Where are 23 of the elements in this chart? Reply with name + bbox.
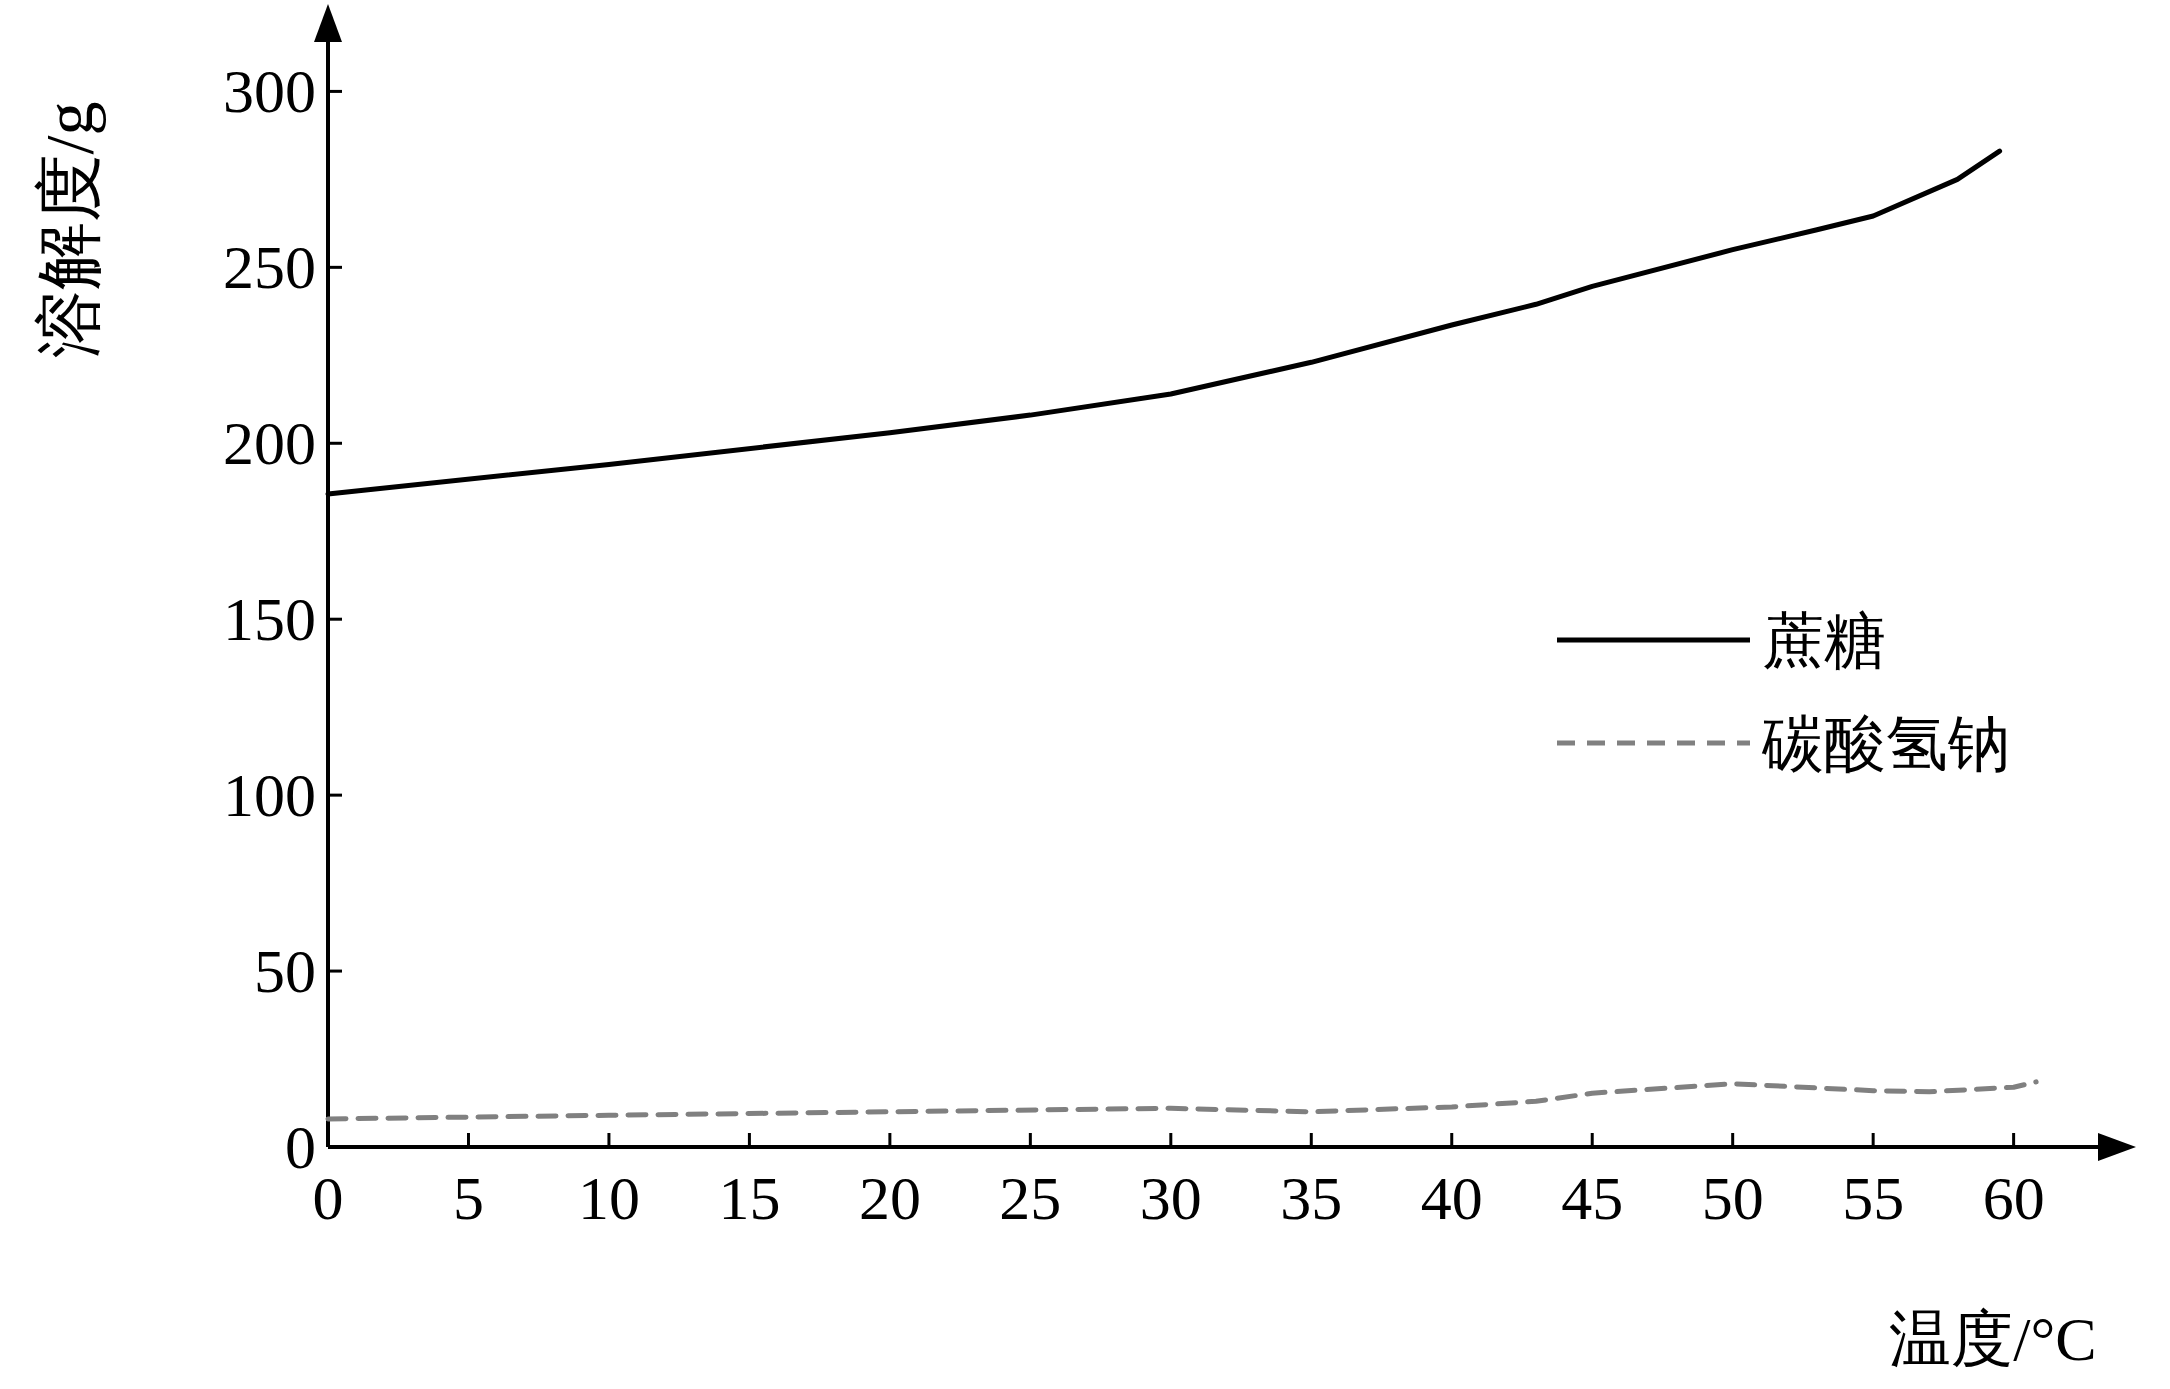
y-tick-label: 250	[223, 233, 316, 302]
x-tick-label: 10	[577, 1164, 640, 1232]
x-tick-label: 45	[1561, 1164, 1624, 1232]
x-tick-label: 60	[1982, 1164, 2045, 1232]
y-tick-label: 200	[223, 409, 316, 478]
x-tick-label: 40	[1420, 1164, 1483, 1232]
y-tick-label: 300	[223, 57, 316, 126]
y-tick-label: 0	[285, 1113, 316, 1181]
x-tick-label: 50	[1701, 1164, 1764, 1232]
x-axis-title: 温度/°C	[1889, 1305, 2097, 1373]
x-tick-label: 35	[1280, 1164, 1343, 1232]
legend-label: 碳酸氢钠	[1761, 710, 2010, 778]
y-tick-label: 100	[223, 761, 316, 830]
x-tick-label: 55	[1842, 1164, 1905, 1232]
x-tick-label: 5	[452, 1164, 484, 1232]
y-axis-title: 溶解度/g	[31, 101, 107, 359]
x-tick-label: 15	[718, 1164, 781, 1232]
x-tick-label: 25	[999, 1164, 1062, 1232]
y-tick-label: 50	[254, 937, 316, 1006]
x-tick-label: 30	[1139, 1164, 1202, 1232]
y-tick-label: 150	[223, 585, 316, 654]
legend-label: 蔗糖	[1762, 607, 1886, 675]
x-tick-label: 20	[858, 1164, 921, 1232]
